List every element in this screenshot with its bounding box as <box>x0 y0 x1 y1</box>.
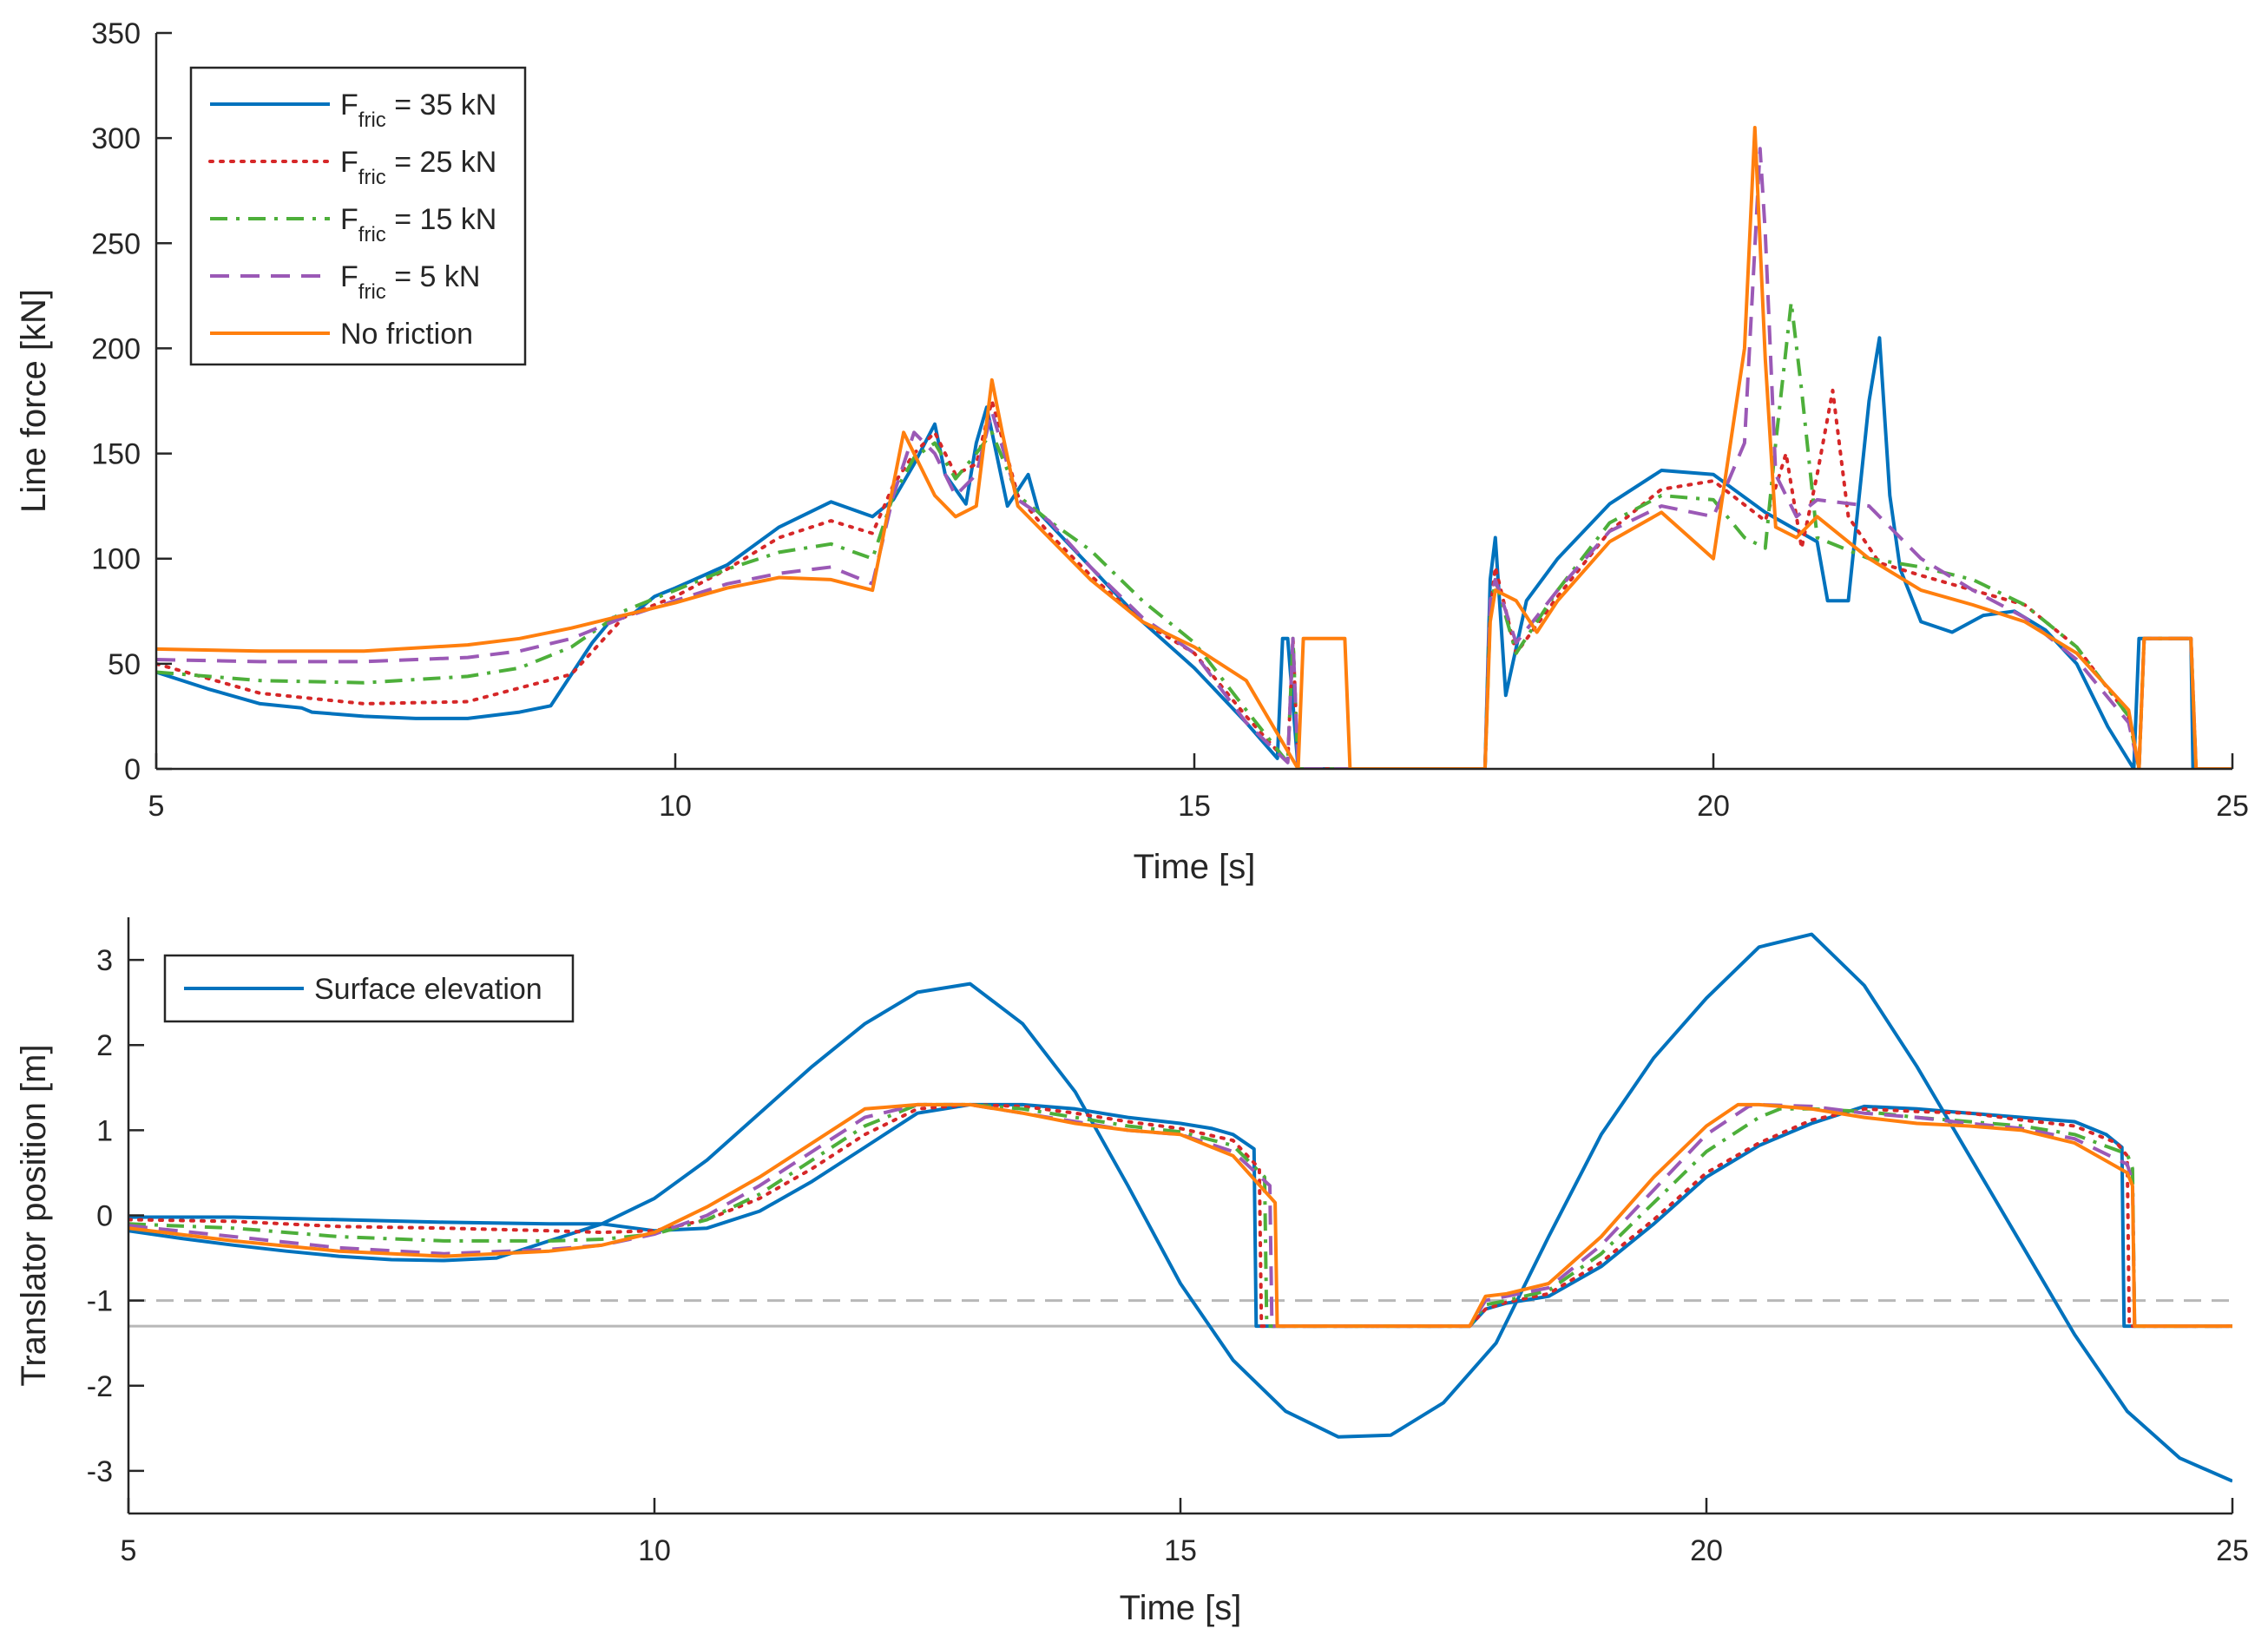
translator-position-plot-area <box>128 932 2232 1483</box>
line-force-legend-box <box>189 66 527 366</box>
translator-position-y-tick-label: 0 <box>96 1200 113 1233</box>
line-force-plot-area <box>156 126 2232 769</box>
translator-position-x-tick-label: 10 <box>638 1534 671 1567</box>
translator-position-series-no-friction <box>128 1102 2232 1329</box>
translator-position-y-tick-label: 1 <box>96 1114 113 1147</box>
line-force-x-tick-label: 10 <box>659 790 692 823</box>
line-force-y-tick-label: 0 <box>124 753 141 786</box>
line-force-legend-label: Ffric = 15 kN <box>340 203 496 246</box>
line-force-y-tick-label: 150 <box>91 438 141 471</box>
translator-position-y-tick-label: -2 <box>87 1370 113 1403</box>
line-force-legend-label: No friction <box>340 318 473 351</box>
line-force-x-tick-label: 20 <box>1697 790 1730 823</box>
translator-position-y-tick-label: -3 <box>87 1455 113 1488</box>
translator-position-series-f-fric-15-kn <box>128 1102 2232 1329</box>
translator-position-legend-label: Surface elevation <box>314 973 542 1006</box>
translator-position-legend: Surface elevation <box>163 954 575 1023</box>
translator-position-x-tick-label: 5 <box>121 1534 137 1567</box>
line-force-x-axis-label: Time [s] <box>1134 848 1256 886</box>
translator-position-y-axis-label: Translator position [m] <box>15 1044 53 1386</box>
line-force-legend: Ffric = 35 kN Ffric = 25 kN Ffric = 15 kN F… <box>189 66 527 366</box>
translator-position-x-tick-label: 20 <box>1690 1534 1723 1567</box>
line-force-y-tick-label: 350 <box>91 17 141 50</box>
line-force-x-tick-label: 15 <box>1178 790 1211 823</box>
line-force-x-tick-label: 5 <box>148 790 165 823</box>
line-force-y-tick-label: 200 <box>91 332 141 365</box>
line-force-legend-label: Ffric = 5 kN <box>340 260 480 304</box>
line-force-y-tick-label: 300 <box>91 122 141 155</box>
line-force-legend-label: Ffric = 35 kN <box>340 89 496 132</box>
line-force-y-tick-label: 50 <box>108 648 141 681</box>
line-force-series-f-fric-5-kn <box>156 147 2232 769</box>
line-force-series-no-friction <box>156 126 2232 769</box>
line-force-series-f-fric-35-kn <box>156 336 2232 769</box>
translator-position-series-f-fric-5-kn <box>128 1102 2232 1329</box>
line-force-legend-label: Ffric = 25 kN <box>340 146 496 189</box>
translator-position-series-surface-elevation <box>128 932 2232 1483</box>
translator-position-y-tick-label: 2 <box>96 1029 113 1062</box>
translator-position-y-tick-label: -1 <box>87 1285 113 1318</box>
translator-position-x-tick-label: 25 <box>2216 1534 2249 1567</box>
line-force-series-f-fric-25-kn <box>156 388 2232 769</box>
line-force-y-tick-label: 250 <box>91 227 141 260</box>
translator-position-y-tick-label: 3 <box>96 944 113 977</box>
line-force-y-tick-label: 100 <box>91 543 141 576</box>
translator-position-x-axis-label: Time [s] <box>1120 1589 1242 1627</box>
line-force-y-axis-label: Line force [kN] <box>15 289 53 513</box>
translator-position-x-tick-label: 15 <box>1164 1534 1197 1567</box>
line-force-x-tick-label: 25 <box>2216 790 2249 823</box>
